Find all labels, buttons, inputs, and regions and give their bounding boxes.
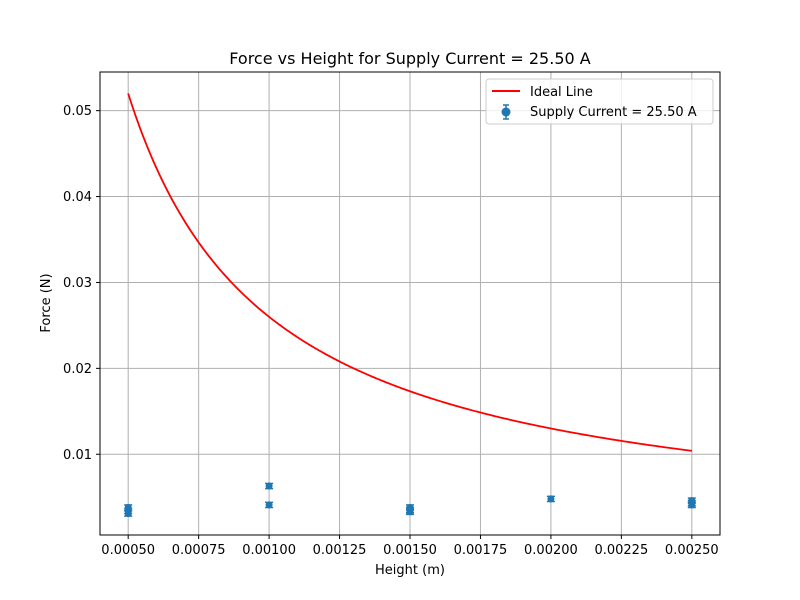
ideal-line	[127, 93, 692, 452]
data-marker	[265, 501, 273, 509]
x-tick-label: 0.00125	[313, 543, 367, 558]
x-tick-label: 0.00200	[524, 543, 578, 558]
x-axis-label: Height (m)	[375, 563, 445, 578]
x-tick-label: 0.00075	[172, 543, 226, 558]
legend-errorbar-swatch	[501, 104, 511, 120]
chart-title: Force vs Height for Supply Current = 25.…	[229, 49, 591, 68]
y-tick-label: 0.01	[63, 448, 92, 463]
y-tick-label: 0.03	[63, 276, 92, 291]
x-tick-label: 0.00250	[665, 543, 719, 558]
x-tick-label: 0.00100	[242, 543, 296, 558]
tick-layer: 0.00050 0.00075 0.00100 0.00125 0.00150 0.001…	[63, 104, 719, 558]
data-marker	[406, 504, 414, 512]
y-tick-label: 0.02	[63, 362, 92, 377]
x-tick-label: 0.00175	[454, 543, 508, 558]
grid-lines	[100, 72, 720, 535]
data-point	[265, 482, 274, 490]
data-marker	[265, 482, 273, 490]
data-marker	[124, 504, 132, 512]
data-marker	[688, 497, 696, 505]
y-tick-label: 0.05	[63, 104, 92, 119]
x-tick-label: 0.00225	[594, 543, 648, 558]
legend-supply-current-label: Supply Current = 25.50 A	[530, 105, 697, 120]
legend-box	[485, 78, 714, 125]
y-tick-label: 0.04	[63, 190, 92, 205]
data-point	[124, 504, 133, 512]
data-point	[687, 497, 696, 505]
data-point	[265, 501, 274, 509]
x-tick-label: 0.00150	[383, 543, 437, 558]
legend-ideal-line-label: Ideal Line	[530, 85, 593, 100]
x-tick-label: 0.00050	[101, 543, 155, 558]
data-point	[546, 495, 555, 503]
data-marker	[547, 495, 555, 503]
data-layer	[124, 93, 696, 518]
data-point	[406, 504, 414, 512]
y-axis-label: Force (N)	[39, 273, 54, 332]
legend: Ideal Line Supply Current = 25.50 A	[485, 78, 714, 125]
